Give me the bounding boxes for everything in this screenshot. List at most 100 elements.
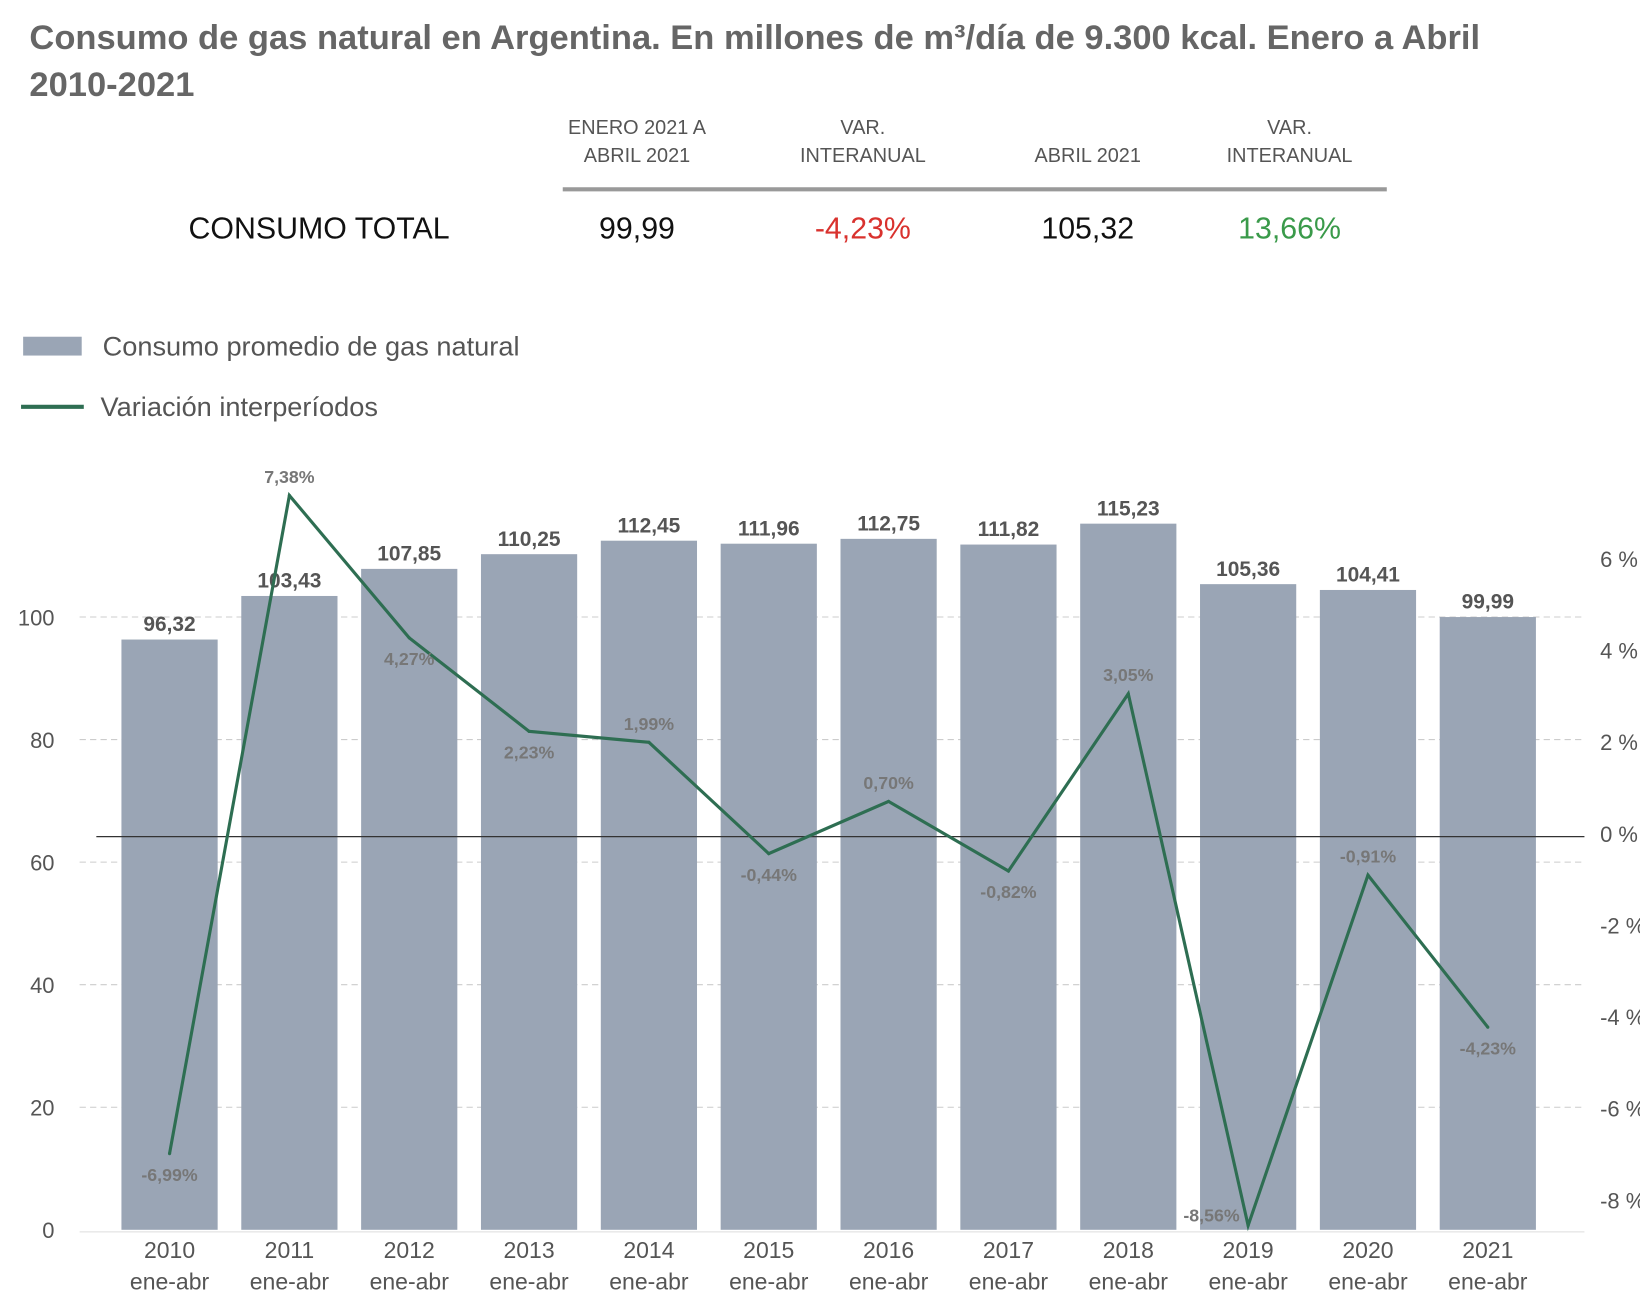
x-tick-period: ene-abr [609,1268,689,1294]
variation-point [1126,692,1130,696]
right-tick-label: -6 % [1600,1097,1640,1122]
variation-point [1246,1223,1250,1228]
left-tick-label: 20 [30,1096,54,1121]
bar-value-label: 110,25 [498,528,561,551]
right-tick-label: 2 % [1600,730,1638,755]
chart-title-line2: 2010-2021 [29,66,194,104]
bar-2014 [600,540,698,1230]
summary-row-label: CONSUMO TOTAL [189,212,450,245]
bar-2012 [361,568,458,1230]
summary-header: INTERANUAL [1227,145,1353,167]
x-tick-year: 2014 [623,1237,674,1263]
variation-label: 1,99% [624,714,675,734]
variation-line [168,491,1490,1232]
variation-point [1366,873,1370,877]
bar-2015 [720,543,817,1230]
bar-2011 [241,595,338,1230]
variation-point [167,1152,172,1156]
bar-value-label: 104,41 [1336,564,1400,587]
bar-value-label: 112,75 [857,512,920,535]
variation-point [767,852,771,856]
right-tick-label: -2 % [1600,913,1640,938]
x-tick-year: 2018 [1103,1237,1154,1263]
summary-header: VAR. [840,117,885,139]
bar-value-label: 111,82 [978,518,1040,541]
bar-2017 [960,544,1057,1230]
summary-header: INTERANUAL [800,145,926,167]
bar-value-label: 111,96 [738,517,800,540]
right-tick-label: 6 % [1600,547,1638,572]
x-tick-year: 2016 [863,1237,914,1263]
bar-value-label: 107,85 [377,543,441,566]
x-tick-period: ene-abr [250,1268,330,1294]
bar-value-label: 96,32 [143,613,195,636]
variation-point [1006,869,1011,873]
x-tick-year: 2021 [1462,1237,1513,1263]
variation-label: 7,38% [264,467,315,487]
x-tick-year: 2017 [983,1237,1034,1263]
x-tick-year: 2012 [384,1237,435,1263]
left-tick-label: 60 [30,850,54,875]
legend-bar-label: Consumo promedio de gas natural [103,331,520,362]
x-tick-year: 2011 [265,1237,314,1263]
bar-value-label: 112,45 [618,514,681,537]
bar-value-label: 99,99 [1462,591,1514,614]
x-tick-year: 2010 [144,1237,195,1263]
x-tick-period: ene-abr [1448,1268,1528,1294]
x-tick-period: ene-abr [969,1268,1049,1294]
x-tick-year: 2013 [503,1237,554,1263]
summary-header: VAR. [1267,117,1312,139]
left-tick-label: 100 [18,605,55,630]
summary-header: ENERO 2021 A [568,117,707,139]
variation-label: 4,27% [384,649,435,669]
summary-value: -4,23% [815,212,911,245]
x-tick-period: ene-abr [130,1268,210,1294]
variation-point [527,729,531,733]
bar-2019 [1200,584,1297,1230]
x-tick-period: ene-abr [1328,1268,1408,1294]
plot-area: 0 20 40 60 80 100 -8 % -6 % -4 % -2 % 0 % 2 % 4 % 6 %… [18,467,1640,1295]
summary-header: ABRIL 2021 [584,145,690,167]
bar-2018 [1080,523,1177,1230]
variation-point [287,493,291,497]
variation-label: -6,99% [141,1165,197,1185]
legend-line-label: Variación interperíodos [101,391,378,422]
x-tick-period: ene-abr [1089,1268,1169,1294]
x-tick-period: ene-abr [1208,1268,1288,1294]
right-tick-label: -8 % [1600,1188,1640,1213]
bar-2021 [1439,617,1536,1230]
summary-value: 105,32 [1041,212,1134,245]
right-tick-label: -4 % [1600,1005,1640,1030]
variation-label: -0,91% [1340,847,1396,867]
bar-value-label: 105,36 [1216,558,1280,581]
bar-value-label: 103,43 [257,570,321,593]
variation-label: -4,23% [1460,1038,1516,1058]
x-tick-period: ene-abr [849,1268,929,1294]
legend-bar-swatch [23,336,82,356]
variation-label: 0,70% [863,773,914,793]
left-tick-label: 40 [30,973,54,998]
x-tick-period: ene-abr [370,1268,450,1294]
variation-point [647,740,651,744]
left-tick-label: 80 [30,728,54,753]
right-tick-label: 0 % [1600,822,1638,847]
bar-value-label: 115,23 [1097,497,1160,520]
chart-title-line1: Consumo de gas natural en Argentina. En … [29,19,1480,57]
variation-label: 2,23% [504,743,555,763]
x-tick-period: ene-abr [489,1268,569,1294]
summary-value: 13,66% [1238,212,1341,245]
right-tick-label: 4 % [1600,639,1638,664]
variation-label: 3,05% [1103,665,1154,685]
bar-2016 [840,538,937,1230]
variation-point [887,799,891,803]
bar-2020 [1319,589,1417,1230]
variation-label: -8,56% [1183,1205,1239,1225]
bar-2010 [121,639,218,1230]
bar-2013 [480,554,578,1230]
x-tick-year: 2015 [743,1237,794,1263]
summary-table: ENERO 2021 A ABRIL 2021 99,99 VAR. INTERANUA… [568,117,1352,246]
variation-label: -0,44% [741,865,797,885]
x-tick-period: ene-abr [729,1268,809,1294]
summary-value: 99,99 [599,212,675,245]
